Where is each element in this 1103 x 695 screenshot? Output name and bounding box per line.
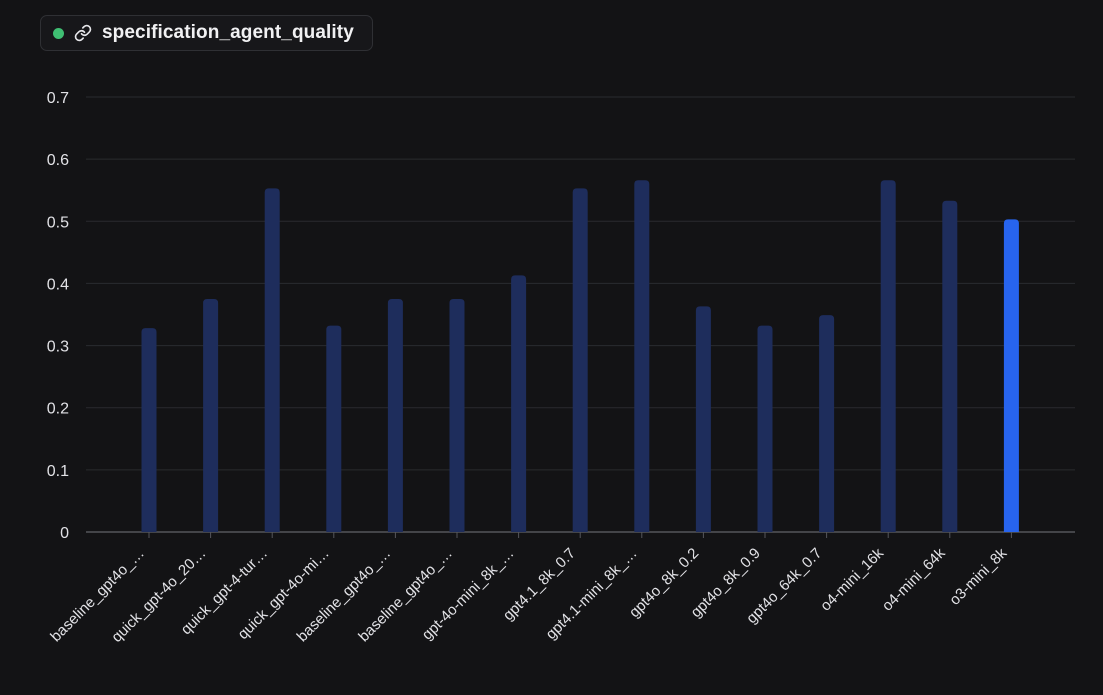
metric-legend-pill[interactable]: specification_agent_quality [40, 15, 373, 51]
bar[interactable] [203, 298, 219, 532]
y-tick-label: 0.2 [47, 401, 69, 418]
y-tick-label: 0.6 [47, 152, 69, 169]
y-tick-label: 0.7 [47, 90, 69, 107]
bar[interactable] [634, 180, 650, 532]
bar[interactable] [387, 298, 403, 532]
bar[interactable] [264, 188, 280, 532]
bar[interactable] [819, 315, 835, 532]
x-axis-ticks: baseline_gpt4o_…quick_gpt-4o_20…quick_gp… [47, 532, 1012, 646]
x-tick-label: o4-mini_64k [879, 544, 949, 614]
bar[interactable] [326, 325, 342, 532]
bar[interactable] [141, 328, 157, 532]
bar[interactable] [511, 275, 527, 532]
link-icon[interactable] [74, 24, 92, 42]
bar[interactable] [942, 200, 958, 532]
bar[interactable] [695, 306, 711, 532]
y-tick-label: 0.4 [47, 276, 69, 293]
y-tick-label: 0.5 [47, 214, 69, 231]
y-tick-label: 0 [60, 525, 69, 542]
y-tick-label: 0.1 [47, 463, 69, 480]
bar[interactable] [449, 298, 465, 532]
y-axis-ticks: 0 0.1 0.2 0.3 0.4 0.5 0.6 0.7 [47, 90, 69, 542]
metric-name: specification_agent_quality [102, 22, 354, 43]
status-dot [53, 27, 64, 39]
bar[interactable] [1003, 219, 1019, 532]
y-tick-label: 0.3 [47, 339, 69, 356]
x-tick-label: o3-mini_8k [946, 544, 1010, 608]
x-tick-label: o4-mini_16k [817, 544, 887, 614]
bar[interactable] [880, 180, 896, 532]
bar[interactable] [572, 188, 588, 532]
bars [141, 180, 1019, 532]
bar[interactable] [757, 325, 773, 532]
